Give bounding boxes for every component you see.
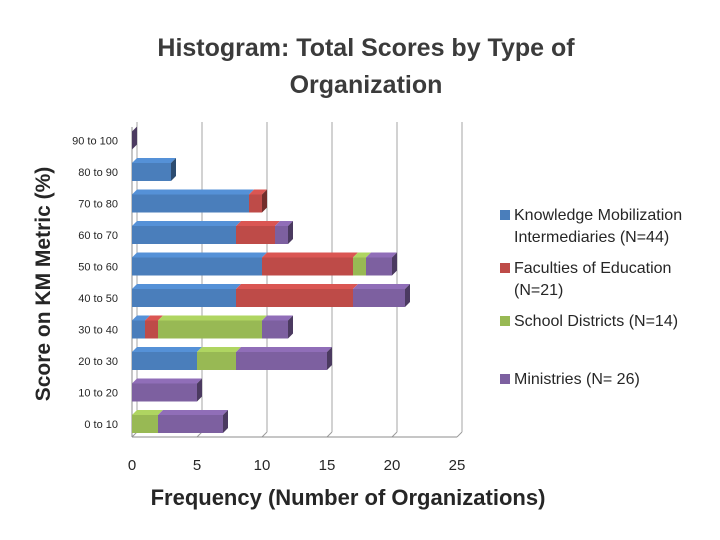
bar-segment bbox=[262, 257, 353, 276]
bar-top-face bbox=[145, 315, 163, 321]
chart-title: Histogram: Total Scores by Type of Organi… bbox=[157, 34, 575, 99]
bar-top-face bbox=[197, 347, 241, 352]
bar-segment bbox=[132, 194, 249, 213]
bar-top-face bbox=[353, 284, 410, 289]
floor-tick bbox=[456, 431, 463, 438]
bar-side-face bbox=[288, 315, 293, 339]
x-tick-label: 25 bbox=[449, 457, 466, 474]
chart-title-line: Organization bbox=[290, 71, 443, 99]
bar-top-face bbox=[158, 315, 267, 321]
y-tick-label: 30 to 40 bbox=[78, 325, 118, 337]
bar-top-face bbox=[132, 378, 202, 384]
y-tick-label: 0 to 10 bbox=[84, 419, 118, 431]
floor-tick bbox=[326, 431, 333, 438]
bar-top-face bbox=[132, 221, 241, 226]
bar-top-face bbox=[132, 189, 254, 195]
x-tick-labels: 0 5 10 15 20 25 bbox=[128, 457, 466, 474]
bar-segment bbox=[353, 289, 405, 307]
bar-segment bbox=[132, 415, 158, 433]
legend-swatch bbox=[500, 210, 510, 220]
legend-label: School Districts (N=14) bbox=[514, 313, 678, 330]
bar-top-face bbox=[132, 158, 176, 163]
legend-swatch bbox=[500, 316, 510, 326]
legend-label: Intermediaries (N=44) bbox=[514, 229, 669, 246]
bar-segment bbox=[236, 352, 327, 370]
chart-title-line: Histogram: Total Scores by Type of bbox=[157, 34, 575, 62]
y-axis-title: Score on KM Metric (%) bbox=[32, 167, 55, 402]
bar-top-face bbox=[132, 347, 202, 352]
x-tick-label: 20 bbox=[384, 457, 401, 474]
bar-segment bbox=[132, 289, 236, 307]
x-tick-label: 15 bbox=[319, 457, 336, 474]
y-tick-labels: 0 to 10 10 to 20 20 to 30 30 to 40 40 to 50 5… bbox=[72, 136, 118, 432]
floor-tick bbox=[391, 431, 398, 438]
legend-label: Ministries (N= 26) bbox=[514, 371, 640, 388]
bar-segment bbox=[132, 320, 145, 339]
y-tick-label: 10 to 20 bbox=[78, 388, 118, 400]
x-axis-title: Frequency (Number of Organizations) bbox=[151, 485, 546, 510]
bar-top-face bbox=[262, 315, 293, 321]
bar-side-face bbox=[392, 252, 397, 276]
x-tick-label: 0 bbox=[128, 457, 136, 474]
legend-label: Faculties of Education bbox=[514, 260, 671, 277]
bar-top-face bbox=[262, 252, 358, 258]
bar-top-face bbox=[275, 221, 293, 226]
bar-segment bbox=[366, 257, 392, 276]
bar-top-face bbox=[236, 221, 280, 226]
legend-label: (N=21) bbox=[514, 282, 563, 299]
legend-swatch bbox=[500, 263, 510, 273]
y-tick-label: 20 to 30 bbox=[78, 356, 118, 368]
floor-tick bbox=[261, 431, 268, 438]
y-tick-label: 80 to 90 bbox=[78, 167, 118, 179]
bar-segment bbox=[145, 320, 158, 339]
bar-top-face bbox=[236, 284, 358, 289]
y-tick-label: 70 to 80 bbox=[78, 199, 118, 211]
bar-side-face bbox=[132, 126, 137, 150]
bar-segment bbox=[158, 320, 262, 339]
bar-top-face bbox=[132, 410, 163, 415]
legend-label: Knowledge Mobilization bbox=[514, 207, 682, 224]
bar-top-face bbox=[132, 315, 150, 321]
bar-top-face bbox=[366, 252, 397, 258]
bar-segment bbox=[236, 289, 353, 307]
x-tick-label: 10 bbox=[254, 457, 271, 474]
y-tick-label: 50 to 60 bbox=[78, 262, 118, 274]
bar-side-face bbox=[223, 410, 228, 433]
bar-top-face bbox=[236, 347, 332, 352]
legend-swatch bbox=[500, 374, 510, 384]
bar-top-face bbox=[132, 284, 241, 289]
chart-legend: Knowledge Mobilization Intermediaries (N=… bbox=[500, 207, 682, 388]
bar-top-face bbox=[158, 410, 228, 415]
bar-segment bbox=[249, 194, 262, 213]
bar-segment bbox=[132, 226, 236, 244]
bar-side-face bbox=[197, 378, 202, 402]
bar-side-face bbox=[171, 158, 176, 181]
y-tick-label: 90 to 100 bbox=[72, 136, 118, 148]
y-tick-label: 60 to 70 bbox=[78, 230, 118, 242]
bar-side-face bbox=[405, 284, 410, 307]
bar-segment bbox=[158, 415, 223, 433]
bar-segment bbox=[262, 320, 288, 339]
x-tick-label: 5 bbox=[193, 457, 201, 474]
bar-segment bbox=[132, 163, 171, 181]
bar-side-face bbox=[288, 221, 293, 244]
bar-side-face bbox=[327, 347, 332, 370]
bar-top-face bbox=[249, 189, 267, 195]
bar-segment bbox=[197, 352, 236, 370]
bar-segment bbox=[132, 257, 262, 276]
bar-segment bbox=[275, 226, 288, 244]
bar-segment bbox=[353, 257, 366, 276]
bar-top-face bbox=[353, 252, 371, 258]
bar-segment bbox=[132, 352, 197, 370]
y-tick-label: 40 to 50 bbox=[78, 293, 118, 305]
bar-segment bbox=[236, 226, 275, 244]
bar-segment bbox=[132, 383, 197, 402]
bar-side-face bbox=[262, 189, 267, 213]
bar-top-face bbox=[132, 252, 267, 258]
chart-bars bbox=[132, 126, 410, 433]
